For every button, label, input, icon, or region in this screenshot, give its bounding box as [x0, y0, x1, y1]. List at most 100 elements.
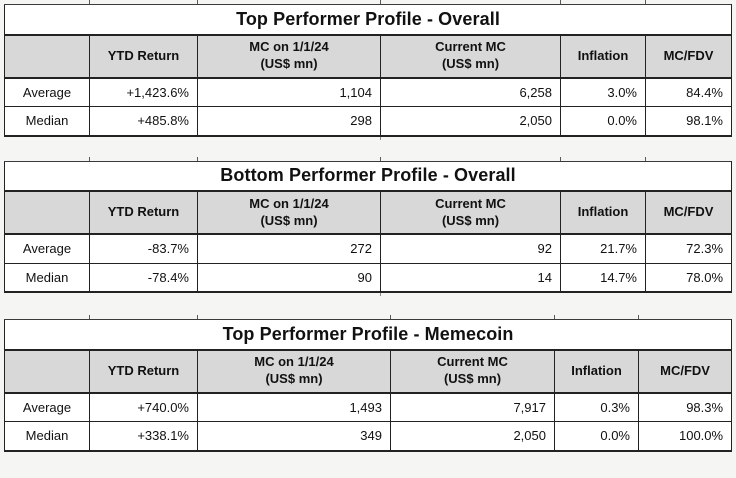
header-line1: MC on 1/1/24 — [254, 354, 334, 370]
cell-mc-on-jan1: 1,104 — [197, 77, 381, 107]
title-row: Top Performer Profile - Overall — [4, 4, 732, 36]
table-top-performer-memecoin: Top Performer Profile - Memecoin YTD Ret… — [4, 315, 733, 452]
row-label: Average — [4, 233, 90, 264]
column-tick — [380, 0, 381, 4]
cell-ytd-return: -78.4% — [89, 262, 198, 292]
column-tick — [197, 156, 198, 161]
column-header-current-mc: Current MC (US$ mn) — [380, 34, 561, 79]
header-line1: Current MC — [437, 354, 508, 370]
row-label: Median — [4, 262, 90, 292]
column-header-mc-fdv: MC/FDV — [645, 34, 732, 79]
column-header-blank — [4, 34, 90, 79]
cell-mc-on-jan1: 349 — [197, 421, 391, 451]
cell-mc-fdv: 100.0% — [637, 421, 733, 451]
cell-ytd-return: +1,423.6% — [89, 77, 198, 107]
column-header-inflation: Inflation — [560, 191, 646, 235]
table-top-performer-overall: Top Performer Profile - Overall YTD Retu… — [4, 0, 732, 140]
cell-mc-fdv: 84.4% — [645, 77, 732, 107]
header-line2: (US$ mn) — [441, 212, 500, 228]
header-line2: (US$ mn) — [260, 56, 318, 71]
cell-inflation: 0.0% — [554, 421, 639, 451]
table-row-median: Median +485.8% 298 2,050 0.0% 98.1% — [4, 106, 732, 136]
table-title: Top Performer Profile - Memecoin — [4, 319, 732, 351]
cell-current-mc: 2,050 — [380, 106, 561, 136]
column-tick — [560, 0, 561, 4]
column-header-ytd-return: YTD Return — [89, 349, 198, 394]
cell-mc-fdv: 72.3% — [644, 233, 733, 264]
cell-current-mc: 14 — [380, 262, 561, 292]
table-row-average: Average -83.7% 272 92 21.7% 72.3% — [4, 233, 733, 264]
column-header-mc-on-jan1: MC on 1/1/24 (US$ mn) — [197, 34, 381, 79]
data-table: Top Performer Profile - Memecoin YTD Ret… — [4, 319, 733, 452]
header-row: YTD Return MC on 1/1/24 (US$ mn) Current … — [4, 191, 733, 235]
column-header-blank — [4, 191, 90, 235]
column-header-blank — [4, 349, 90, 394]
column-tick — [89, 0, 90, 4]
header-line1: MC on 1/1/24 — [249, 195, 329, 211]
cell-mc-on-jan1: 298 — [197, 106, 381, 136]
table-bottom-performer-overall: Bottom Performer Profile - Overall YTD R… — [4, 156, 733, 296]
column-tick — [197, 315, 198, 319]
row-label: Average — [4, 77, 90, 107]
column-tick — [380, 293, 381, 296]
column-tick — [554, 315, 555, 319]
column-header-mc-fdv: MC/FDV — [644, 191, 733, 235]
row-label: Median — [4, 421, 90, 451]
cell-inflation: 0.0% — [560, 106, 646, 136]
column-tick — [89, 156, 90, 161]
column-tick — [645, 0, 646, 4]
cell-ytd-return: +485.8% — [89, 106, 198, 136]
column-tick — [645, 156, 646, 161]
header-line2: (US$ mn) — [441, 56, 500, 71]
header-line1: MC on 1/1/24 — [249, 39, 329, 55]
table-row-median: Median -78.4% 90 14 14.7% 78.0% — [4, 262, 733, 292]
column-tick — [89, 315, 90, 319]
cell-inflation: 14.7% — [560, 262, 646, 292]
cell-current-mc: 6,258 — [380, 77, 561, 107]
table-row-average: Average +740.0% 1,493 7,917 0.3% 98.3% — [4, 392, 733, 422]
column-header-mc-on-jan1: MC on 1/1/24 (US$ mn) — [197, 191, 381, 235]
column-header-current-mc: Current MC (US$ mn) — [380, 191, 561, 235]
column-tick — [638, 315, 639, 319]
column-tick — [390, 315, 391, 319]
row-label: Average — [4, 392, 90, 422]
table-title: Top Performer Profile - Overall — [4, 4, 732, 36]
column-header-mc-fdv: MC/FDV — [637, 349, 733, 394]
table-row-average: Average +1,423.6% 1,104 6,258 3.0% 84.4% — [4, 77, 732, 107]
column-tick — [560, 156, 561, 161]
header-row: YTD Return MC on 1/1/24 (US$ mn) Current … — [4, 34, 732, 79]
cell-mc-fdv: 78.0% — [644, 262, 733, 292]
cell-ytd-return: +338.1% — [89, 421, 198, 451]
cell-ytd-return: -83.7% — [89, 233, 198, 264]
title-row: Top Performer Profile - Memecoin — [4, 319, 732, 351]
table-title: Bottom Performer Profile - Overall — [4, 161, 732, 192]
data-table: Bottom Performer Profile - Overall YTD R… — [4, 160, 733, 293]
cell-mc-fdv: 98.1% — [645, 106, 732, 136]
column-header-inflation: Inflation — [560, 34, 646, 79]
cell-current-mc: 7,917 — [390, 392, 555, 422]
header-line1: Current MC — [435, 195, 506, 211]
column-header-current-mc: Current MC (US$ mn) — [390, 349, 555, 394]
header-row: YTD Return MC on 1/1/24 (US$ mn) Current … — [4, 349, 733, 394]
row-label: Median — [4, 106, 90, 136]
header-line2: (US$ mn) — [260, 212, 318, 228]
cell-inflation: 3.0% — [560, 77, 646, 107]
cell-ytd-return: +740.0% — [89, 392, 198, 422]
cell-mc-on-jan1: 272 — [197, 233, 381, 264]
cell-mc-on-jan1: 1,493 — [197, 392, 391, 422]
column-header-ytd-return: YTD Return — [89, 34, 198, 79]
column-tick — [197, 0, 198, 4]
header-line1: Current MC — [435, 39, 506, 55]
header-line2: (US$ mn) — [265, 371, 323, 386]
cell-inflation: 21.7% — [560, 233, 646, 264]
table-row-median: Median +338.1% 349 2,050 0.0% 100.0% — [4, 421, 733, 451]
cell-mc-on-jan1: 90 — [197, 262, 381, 292]
header-line2: (US$ mn) — [443, 371, 502, 386]
title-row: Bottom Performer Profile - Overall — [4, 161, 732, 192]
column-header-ytd-return: YTD Return — [89, 191, 198, 235]
data-table: Top Performer Profile - Overall YTD Retu… — [4, 4, 732, 137]
cell-current-mc: 2,050 — [390, 421, 555, 451]
column-tick — [380, 156, 381, 161]
column-tick — [380, 136, 381, 140]
